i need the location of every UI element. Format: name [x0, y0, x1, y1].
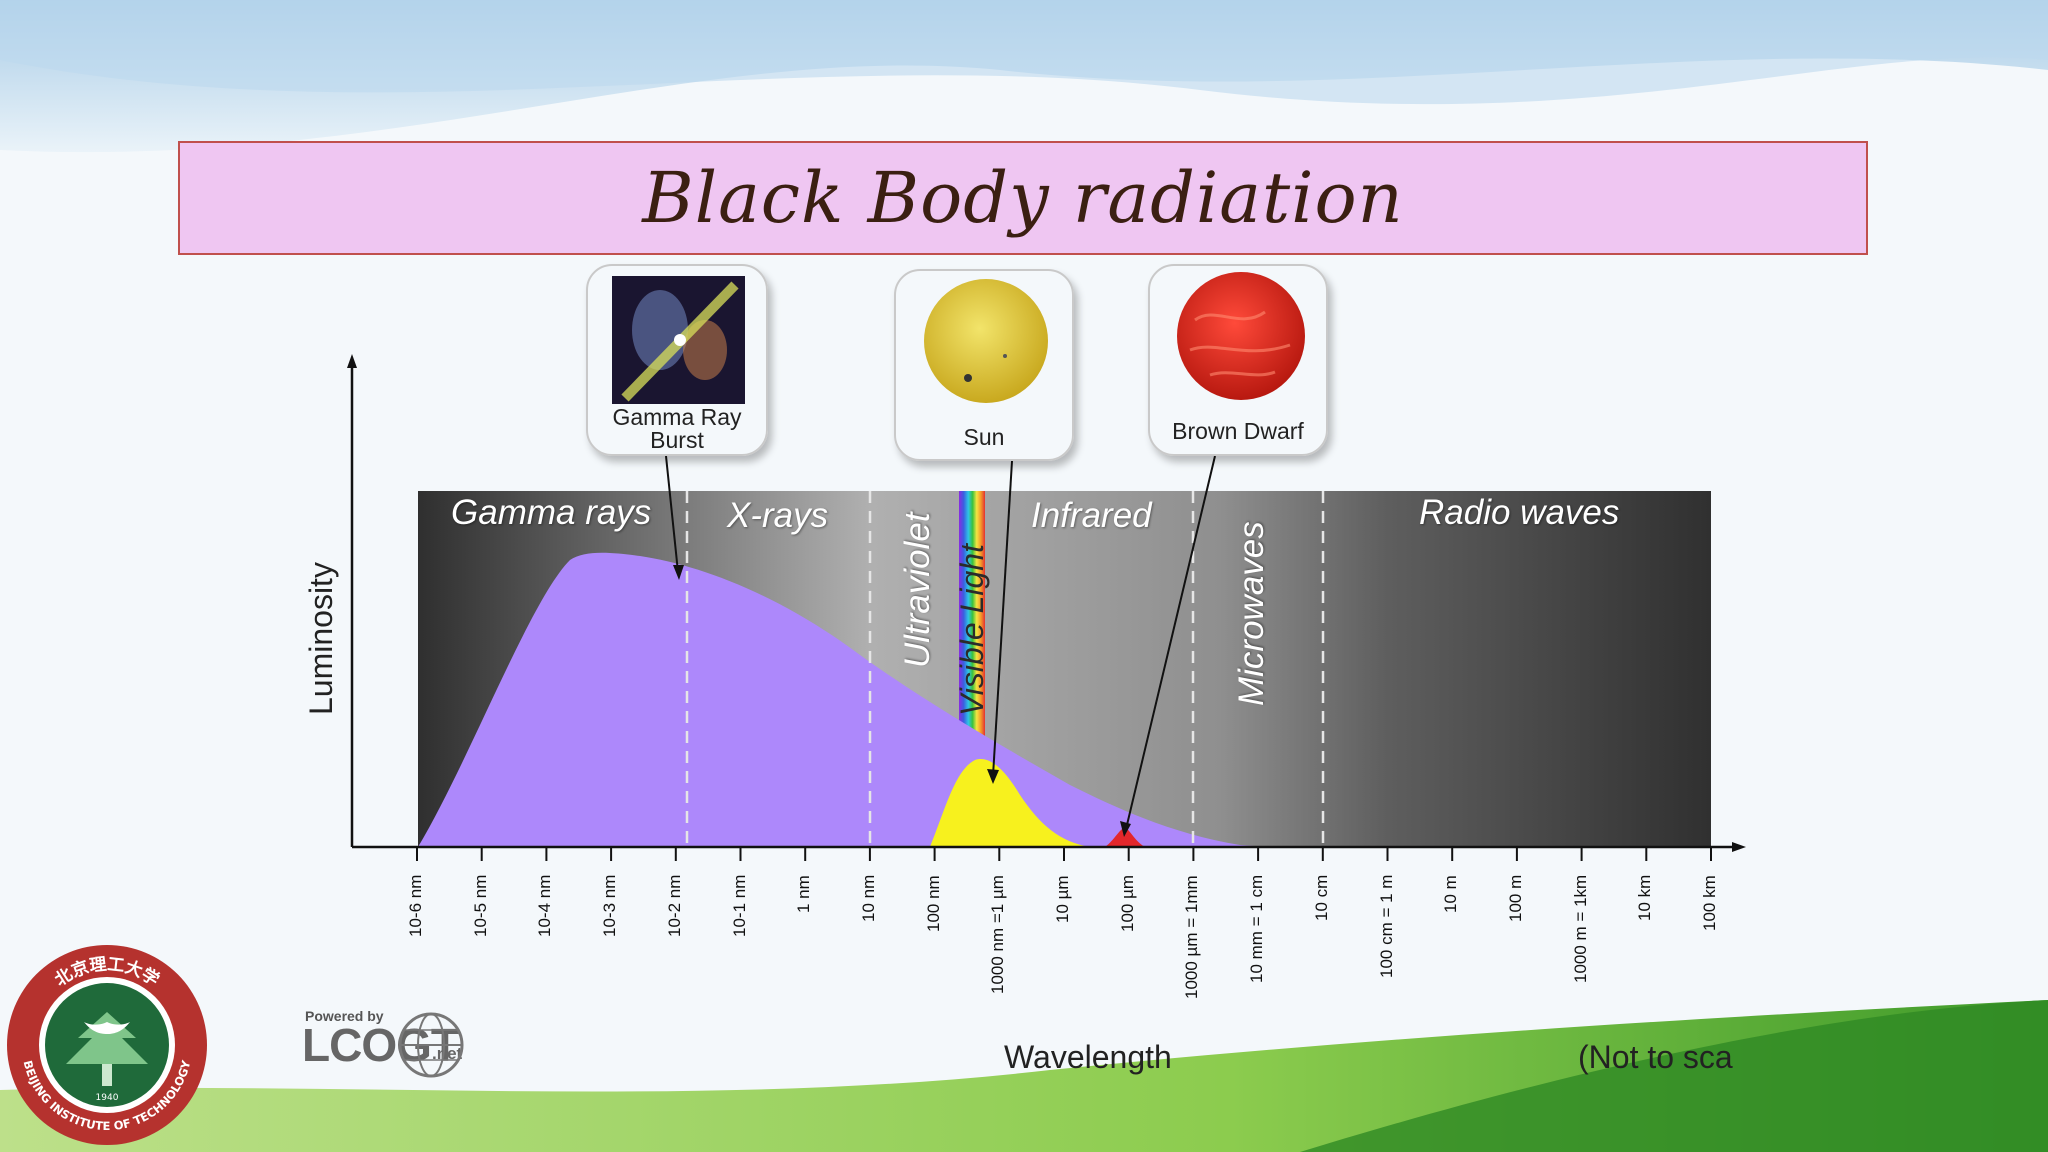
x-tick-label: 10-1 nm: [729, 874, 749, 937]
sun-card: Sun: [894, 269, 1074, 461]
band-label-visible-light: Visible Light: [954, 544, 990, 716]
x-tick-label: 1000 nm =1 µm: [988, 875, 1008, 994]
lcogt-logo-suffix: .net: [432, 1044, 463, 1063]
band-label-ultraviolet: Ultraviolet: [898, 512, 937, 668]
gamma-ray-burst-card: Gamma Ray Burst: [586, 264, 768, 456]
y-axis-title: Luminosity: [303, 562, 339, 715]
x-tick-label: 10-6 nm: [406, 874, 425, 937]
sun-label: Sun: [963, 424, 1005, 450]
seal-year: 1940: [96, 1093, 119, 1103]
x-axis-title: Wavelength: [1004, 1039, 1172, 1075]
x-tick-label: 10 cm: [1311, 874, 1331, 921]
x-tick-label: 100 km: [1700, 875, 1719, 931]
x-tick-label: 10 m: [1441, 875, 1461, 913]
x-tick-label: 10-3 nm: [600, 874, 620, 937]
x-axis-arrow: [1732, 842, 1746, 852]
sun-image: [924, 279, 1048, 403]
x-tick-label: 100 m: [1505, 874, 1525, 922]
band-label-microwaves: Microwaves: [1232, 521, 1271, 706]
x-tick-label: 100 cm = 1 m: [1376, 874, 1396, 978]
pointer-lines: [665, 455, 1216, 830]
y-axis-arrow: [347, 354, 357, 368]
brown-dwarf-curve: [1105, 827, 1145, 847]
x-tick-label: 10-2 nm: [664, 874, 684, 937]
pointer-arrowheads: [673, 565, 1131, 837]
gamma-ray-burst-label-line2: Burst: [650, 427, 704, 453]
x-tick-label: 100 nm: [923, 875, 943, 932]
slide-title: Black Body radiation: [642, 157, 1404, 239]
university-seal-logo: 北京理工大学 BEIJING INSTITUTE OF TECHNOLOGY 1…: [7, 945, 207, 1145]
x-tick-label: 10 nm: [858, 874, 878, 922]
brown-dwarf-image: [1177, 272, 1305, 400]
x-tick-label: 10 mm = 1 cm: [1247, 874, 1267, 983]
gamma-ray-burst-image: [612, 276, 745, 404]
x-tick-label: 10 µm: [1053, 875, 1072, 923]
gamma-ray-burst-label: Gamma Ray: [612, 404, 742, 430]
scale-note: (Not to sca: [1578, 1039, 1733, 1075]
band-label-x-rays: X-rays: [727, 496, 829, 535]
visible-light-strip: [959, 491, 985, 746]
brown-dwarf-label: Brown Dwarf: [1172, 418, 1304, 444]
powered-by-text: Powered by: [305, 1008, 384, 1024]
band-label-gamma-rays: Gamma rays: [451, 493, 652, 532]
sun-curve: [930, 759, 1090, 847]
x-tick-label: 1 nm: [794, 875, 814, 913]
band-label-radio-waves: Radio waves: [1419, 493, 1620, 532]
band-label-infrared: Infrared: [1031, 496, 1152, 535]
gamma-ray-burst-curve: [418, 552, 1540, 848]
x-tick-label: 10-4 nm: [535, 874, 555, 937]
x-tick-label: 10 km: [1635, 874, 1655, 921]
x-tick-label: 10-5 nm: [470, 874, 490, 937]
x-tick-label: 1000 µm = 1mm: [1182, 875, 1202, 999]
globe-icon: [398, 1012, 464, 1078]
brown-dwarf-card: Brown Dwarf: [1148, 264, 1328, 456]
x-tick-label: 1000 m = 1km: [1570, 874, 1590, 983]
x-axis-ticks: [416, 847, 1712, 861]
title-banner: Black Body radiation: [178, 141, 1868, 255]
x-tick-label: 100 µm: [1117, 874, 1137, 932]
